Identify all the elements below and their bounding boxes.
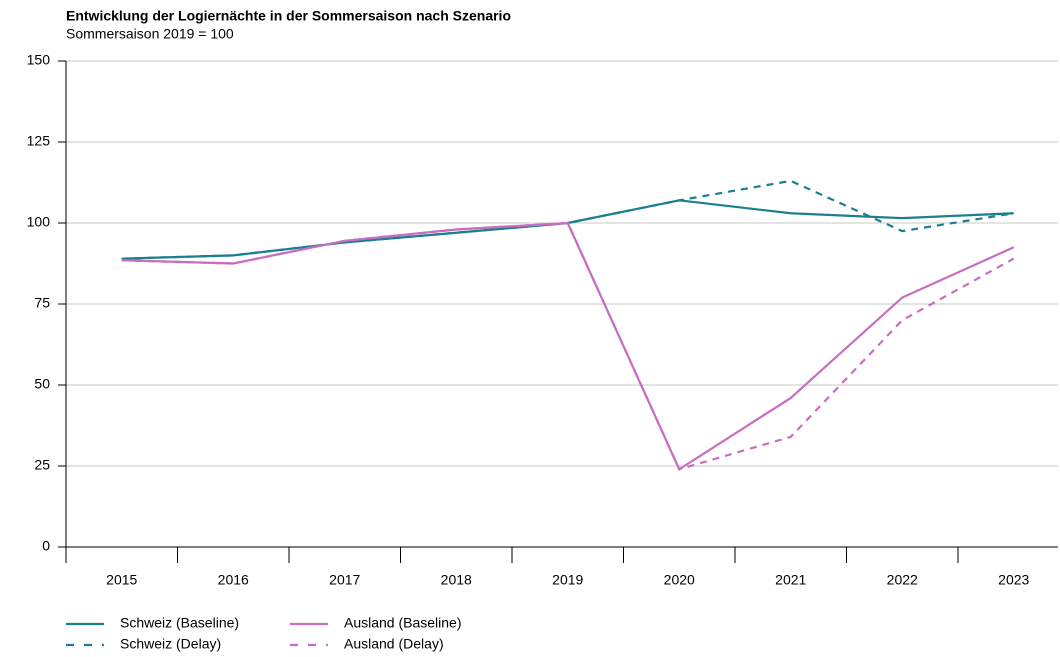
x-tick-label: 2019 — [552, 572, 583, 588]
legend-label: Schweiz (Delay) — [120, 636, 221, 652]
y-tick-label: 50 — [34, 376, 50, 392]
legend-label: Schweiz (Baseline) — [120, 615, 239, 631]
chart-title: Entwicklung der Logiernächte in der Somm… — [66, 8, 511, 24]
x-tick-label: 2018 — [441, 572, 472, 588]
x-tick-label: 2017 — [329, 572, 360, 588]
chart-subtitle: Sommersaison 2019 = 100 — [66, 26, 234, 42]
y-tick-label: 100 — [27, 214, 51, 230]
y-tick-label: 75 — [34, 295, 50, 311]
x-tick-label: 2015 — [106, 572, 137, 588]
x-tick-label: 2020 — [664, 572, 695, 588]
y-tick-label: 125 — [27, 133, 51, 149]
legend-label: Ausland (Baseline) — [344, 615, 462, 631]
y-tick-label: 150 — [27, 52, 51, 68]
line-series — [121, 221, 1015, 471]
line-series — [121, 179, 1014, 260]
y-tick-label: 25 — [34, 457, 50, 473]
x-tick-label: 2023 — [998, 572, 1029, 588]
legend-label: Ausland (Delay) — [344, 636, 444, 652]
line-series — [121, 199, 1014, 260]
y-tick-label: 0 — [42, 538, 50, 554]
x-tick-label: 2021 — [775, 572, 806, 588]
x-tick-label: 2022 — [887, 572, 918, 588]
x-tick-label: 2016 — [218, 572, 249, 588]
